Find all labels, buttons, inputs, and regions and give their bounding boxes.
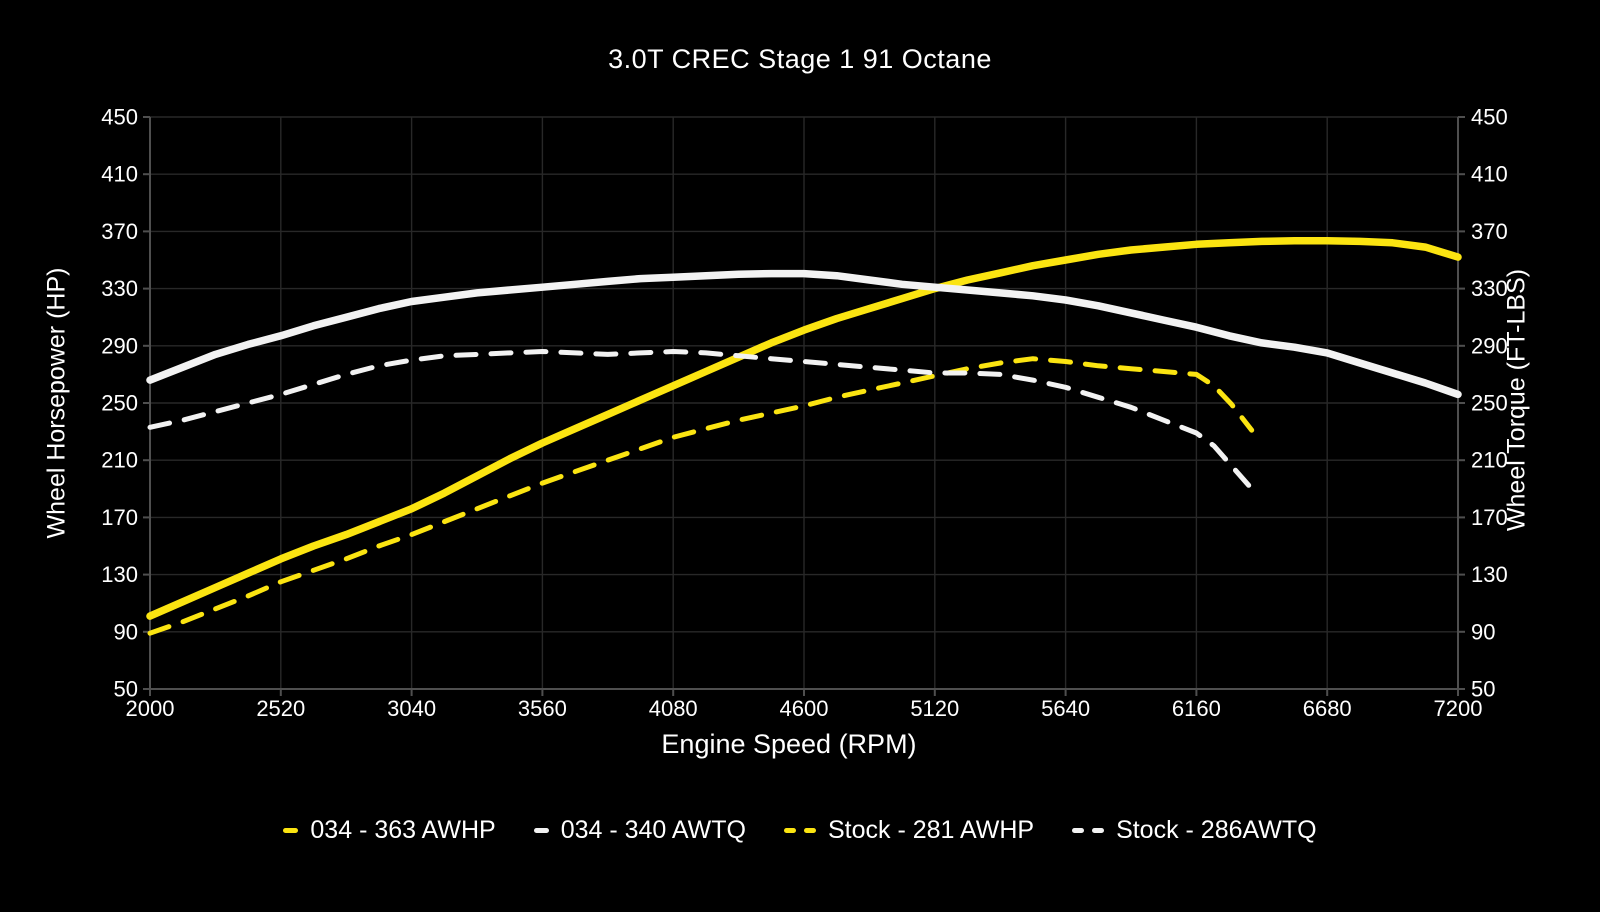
left-tick-label: 130 [101,562,138,587]
chart-title: 3.0T CREC Stage 1 91 Octane [608,44,992,74]
x-tick-label: 6680 [1303,696,1352,721]
x-tick-label: 5120 [910,696,959,721]
legend-label: Stock - 286AWTQ [1116,816,1317,844]
x-tick-label: 2520 [256,696,305,721]
right-tick-label: 90 [1471,619,1495,644]
right-tick-label: 370 [1471,219,1508,244]
x-axis-title: Engine Speed (RPM) [661,729,917,759]
right-tick-label: 50 [1471,677,1495,702]
right-axis-title: Wheel Torque (FT-LBS) [1502,268,1531,532]
x-tick-label: 3040 [387,696,436,721]
x-tick-label: 6160 [1172,696,1221,721]
left-tick-label: 90 [114,619,138,644]
legend-label: Stock - 281 AWHP [827,816,1035,844]
left-tick-label: 410 [101,162,138,187]
legend-label: 034 - 363 AWHP [310,816,496,844]
x-tick-label: 7200 [1434,696,1483,721]
dashed-line-swatch-icon [783,828,816,833]
dashed-line-swatch-icon [1072,828,1105,833]
left-axis-title: Wheel Horsepower (HP) [42,267,71,539]
left-tick-label: 290 [101,333,138,358]
x-tick-label: 4080 [649,696,698,721]
left-tick-label: 170 [101,505,138,530]
curve-034-340-awtq [146,269,1462,399]
right-tick-label: 250 [1471,391,1508,416]
legend-item-stock-awtq: Stock - 286AWTQ [1072,816,1317,845]
x-tick-label: 4600 [780,696,829,721]
curve-stock-286awtq [147,349,1256,493]
left-tick-label: 210 [101,448,138,473]
left-tick-label: 250 [101,391,138,416]
right-tick-label: 450 [1471,105,1508,130]
curve-034-363-awhp [146,236,1462,620]
right-tick-label: 330 [1471,276,1508,301]
curve-stock-281-awhp [147,356,1255,636]
solid-line-swatch-icon [283,828,299,833]
left-tick-label: 370 [101,219,138,244]
legend-item-034-awtq: 034 - 340 AWTQ [533,816,746,845]
left-tick-label: 450 [101,105,138,130]
right-tick-label: 410 [1471,162,1508,187]
x-tick-label: 2000 [126,696,175,721]
left-tick-label: 50 [114,677,138,702]
left-tick-label: 330 [101,276,138,301]
legend-item-stock-awhp: Stock - 281 AWHP [783,816,1035,845]
legend-item-034-awhp: 034 - 363 AWHP [283,816,496,845]
solid-line-swatch-icon [533,828,549,833]
x-tick-label: 5640 [1041,696,1090,721]
right-tick-label: 290 [1471,333,1508,358]
chart-legend: 034 - 363 AWHP 034 - 340 AWTQ Stock - 28… [0,816,1600,845]
x-tick-label: 3560 [518,696,567,721]
legend-label: 034 - 340 AWTQ [560,816,746,844]
right-tick-label: 170 [1471,505,1508,530]
right-tick-label: 130 [1471,562,1508,587]
right-tick-label: 210 [1471,448,1508,473]
